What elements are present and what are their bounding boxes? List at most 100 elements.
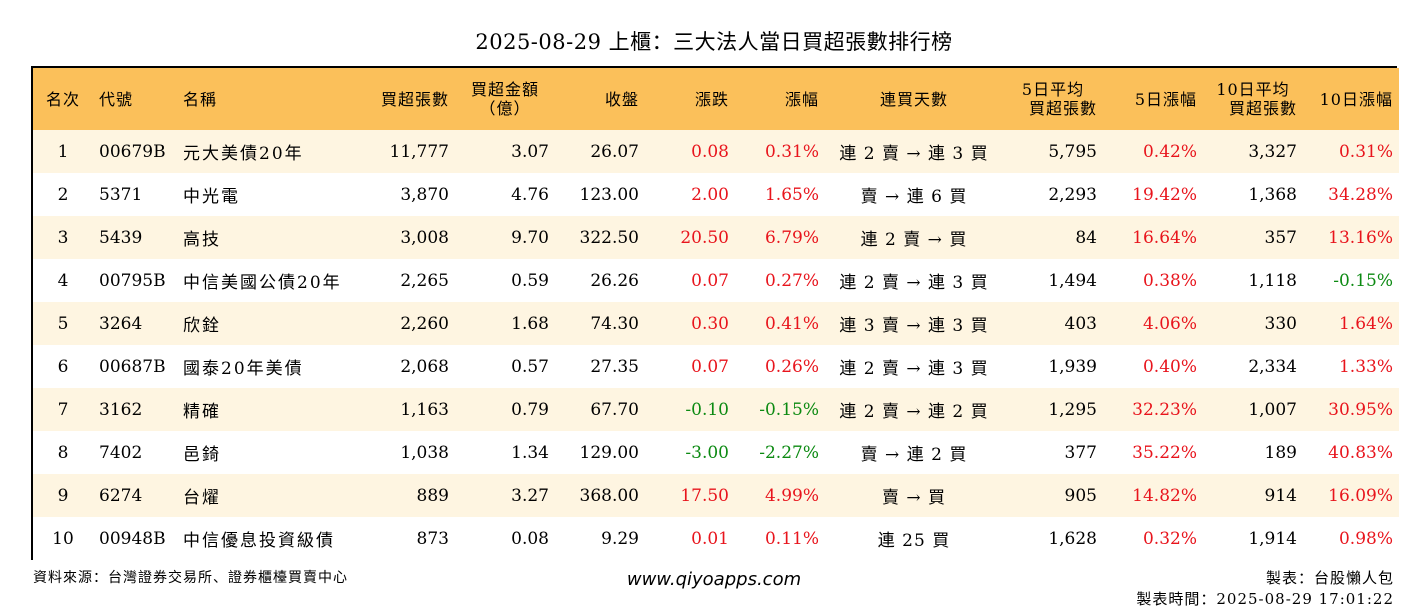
cell-code: 00948B xyxy=(99,528,166,549)
header-name: 名稱 xyxy=(183,89,218,109)
cell-change-pct: 0.27% xyxy=(764,270,819,291)
header-avg10-line1: 10日平均 xyxy=(1216,80,1290,99)
cell-close: 9.29 xyxy=(601,528,639,549)
cell-net-buy-amount: 0.79 xyxy=(511,399,549,420)
cell-pct10: 16.09% xyxy=(1328,485,1393,506)
cell-close: 322.50 xyxy=(579,227,639,248)
header-net-buy-lots: 買超張數 xyxy=(380,89,449,109)
cell-rank: 1 xyxy=(57,141,69,162)
cell-change-pct: -0.15% xyxy=(759,399,819,420)
cell-close: 74.30 xyxy=(590,313,639,334)
cell-pct5: 32.23% xyxy=(1132,399,1197,420)
cell-streak: 連 2 賣 → 連 3 買 xyxy=(839,144,989,164)
cell-close: 26.07 xyxy=(590,141,639,162)
cell-avg5: 905 xyxy=(1064,485,1097,506)
cell-net-buy-amount: 4.76 xyxy=(511,184,549,205)
ranking-table-container: 名次 代號 名稱 買超張數 買超金額 （億） 收盤 漲跌 漲幅 連買天數 5日平… xyxy=(31,66,1399,560)
cell-streak: 賣 → 連 6 買 xyxy=(860,187,968,207)
cell-name: 高技 xyxy=(183,230,221,250)
cell-streak: 連 2 賣 → 連 3 買 xyxy=(839,359,989,379)
cell-rank: 7 xyxy=(57,399,69,420)
data-source-note: 資料來源：台灣證券交易所、證券櫃檯買賣中心 xyxy=(33,570,348,586)
cell-avg10: 2,334 xyxy=(1248,356,1297,377)
cell-avg5: 377 xyxy=(1064,442,1097,463)
table-header-row: 名次 代號 名稱 買超張數 買超金額 （億） 收盤 漲跌 漲幅 連買天數 5日平… xyxy=(33,68,1399,130)
cell-avg10: 1,914 xyxy=(1248,528,1297,549)
header-avg5-line2: 買超張數 xyxy=(1028,99,1097,118)
cell-change-pct: 0.11% xyxy=(764,528,819,549)
cell-change: 17.50 xyxy=(680,485,729,506)
cell-close: 67.70 xyxy=(590,399,639,420)
table-row: 9 6274 台燿 889 3.27 368.00 17.50 4.99% 賣 → 買 905 14… xyxy=(33,474,1399,517)
cell-rank: 10 xyxy=(52,528,74,549)
cell-avg5: 1,295 xyxy=(1048,399,1097,420)
cell-avg5: 1,494 xyxy=(1048,270,1097,291)
cell-change: 0.07 xyxy=(691,270,729,291)
cell-name: 中信優息投資級債 xyxy=(183,531,335,551)
header-close: 收盤 xyxy=(604,89,639,109)
cell-streak: 連 2 賣 → 連 3 買 xyxy=(839,273,989,293)
website-link[interactable]: www.qiyoapps.com xyxy=(626,569,802,590)
cell-rank: 2 xyxy=(57,184,69,205)
cell-net-buy-amount: 9.70 xyxy=(511,227,549,248)
header-change-pct: 漲幅 xyxy=(784,89,819,109)
cell-net-buy-lots: 873 xyxy=(416,528,449,549)
table-row: 2 5371 中光電 3,870 4.76 123.00 2.00 1.65% 賣 → 連 6 … xyxy=(33,173,1399,216)
cell-net-buy-lots: 1,038 xyxy=(400,442,449,463)
cell-streak: 連 3 賣 → 連 3 買 xyxy=(839,316,989,336)
cell-avg10: 3,327 xyxy=(1248,141,1297,162)
cell-change-pct: 0.31% xyxy=(764,141,819,162)
cell-change: -3.00 xyxy=(685,442,729,463)
cell-avg5: 84 xyxy=(1075,227,1097,248)
cell-avg5: 5,795 xyxy=(1048,141,1097,162)
cell-net-buy-amount: 0.59 xyxy=(511,270,549,291)
cell-avg10: 357 xyxy=(1264,227,1297,248)
cell-close: 129.00 xyxy=(579,442,639,463)
cell-name: 邑錡 xyxy=(183,445,221,465)
cell-streak: 連 2 賣 → 買 xyxy=(860,230,968,250)
cell-rank: 5 xyxy=(57,313,69,334)
table-row: 3 5439 高技 3,008 9.70 322.50 20.50 6.79% 連 2 賣 → … xyxy=(33,216,1399,259)
table-row: 4 00795B 中信美國公債20年 2,265 0.59 26.26 0.07 0.27% 連… xyxy=(33,259,1399,302)
cell-name: 中信美國公債20年 xyxy=(183,273,342,293)
cell-net-buy-amount: 3.07 xyxy=(511,141,549,162)
cell-streak: 連 2 賣 → 連 2 買 xyxy=(839,402,989,422)
cell-rank: 9 xyxy=(57,485,69,506)
cell-net-buy-lots: 11,777 xyxy=(389,141,449,162)
cell-avg5: 1,939 xyxy=(1048,356,1097,377)
cell-avg5: 403 xyxy=(1064,313,1097,334)
cell-pct5: 0.32% xyxy=(1142,528,1197,549)
cell-pct10: 13.16% xyxy=(1328,227,1393,248)
cell-change-pct: 6.79% xyxy=(764,227,819,248)
cell-avg5: 2,293 xyxy=(1048,184,1097,205)
header-net-buy-amount-line2: （億） xyxy=(479,99,531,118)
cell-code: 5439 xyxy=(99,227,143,248)
cell-pct5: 0.38% xyxy=(1142,270,1197,291)
header-code: 代號 xyxy=(99,89,134,109)
generated-time: 製表時間：2025-08-29 17:01:22 xyxy=(1136,590,1394,608)
cell-net-buy-amount: 3.27 xyxy=(511,485,549,506)
cell-rank: 4 xyxy=(57,270,69,291)
cell-avg10: 914 xyxy=(1264,485,1297,506)
cell-name: 精確 xyxy=(183,402,221,422)
cell-code: 00795B xyxy=(99,270,166,291)
cell-pct10: 40.83% xyxy=(1328,442,1393,463)
cell-avg10: 1,118 xyxy=(1248,270,1297,291)
cell-rank: 8 xyxy=(57,442,69,463)
cell-net-buy-lots: 2,260 xyxy=(400,313,449,334)
cell-change: 0.01 xyxy=(691,528,729,549)
cell-avg10: 1,368 xyxy=(1248,184,1297,205)
table-row: 6 00687B 國泰20年美債 2,068 0.57 27.35 0.07 0.26% 連 2… xyxy=(33,345,1399,388)
cell-net-buy-amount: 0.08 xyxy=(511,528,549,549)
cell-pct10: 34.28% xyxy=(1328,184,1393,205)
cell-pct5: 0.42% xyxy=(1142,141,1197,162)
cell-name: 中光電 xyxy=(183,187,240,207)
cell-change: 0.07 xyxy=(691,356,729,377)
cell-avg5: 1,628 xyxy=(1048,528,1097,549)
cell-code: 5371 xyxy=(99,184,143,205)
cell-code: 3162 xyxy=(99,399,143,420)
cell-change-pct: -2.27% xyxy=(759,442,819,463)
header-avg10-line2: 買超張數 xyxy=(1228,99,1297,118)
cell-net-buy-lots: 889 xyxy=(416,485,449,506)
cell-net-buy-lots: 2,068 xyxy=(400,356,449,377)
